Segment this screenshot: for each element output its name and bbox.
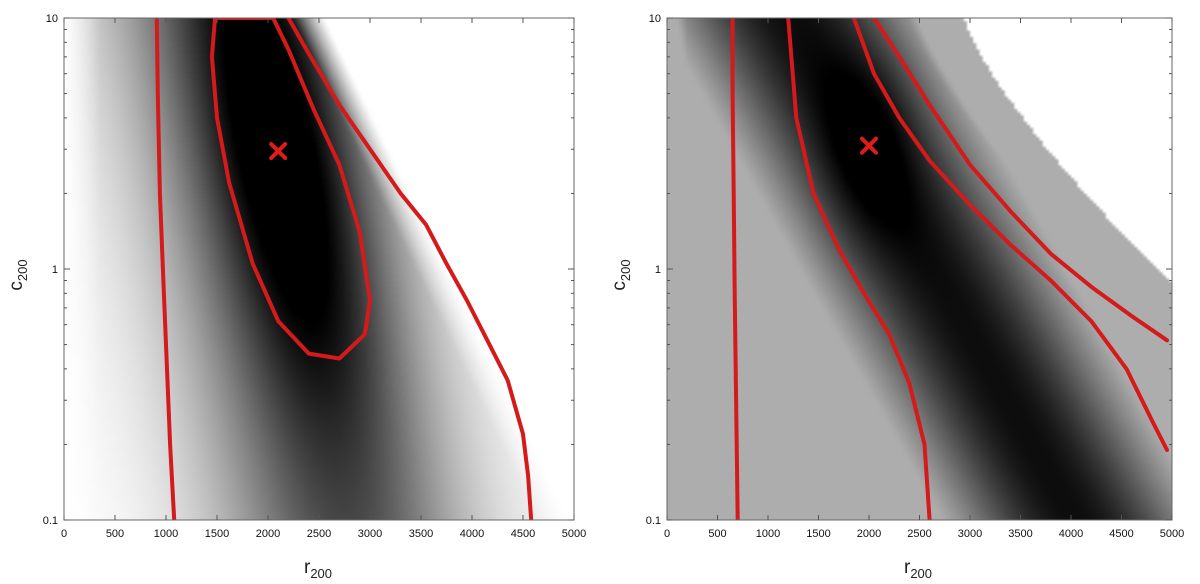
x-tick-label: 4500: [1109, 528, 1133, 540]
x-tick-label: 1500: [205, 528, 229, 540]
likelihood-map: [64, 18, 574, 520]
x-tick-label: 3000: [958, 528, 982, 540]
x-tick-label: 2500: [307, 528, 331, 540]
y-tick-label: 0.1: [43, 515, 58, 527]
y-tick-label: 1: [52, 264, 58, 276]
x-tick-label: 1000: [154, 528, 178, 540]
y-tick-label: 10: [649, 13, 661, 25]
y-axis-label: c200: [609, 259, 633, 290]
contour-4: [872, 18, 1169, 343]
x-tick-label: 1000: [756, 528, 780, 540]
x-tick-label: 5000: [1160, 528, 1184, 540]
panel-left: 0 500 1000 1500 2000 2500 3000 3500 4000 4500 5000…: [6, 13, 586, 581]
x-tick-label: 2000: [256, 528, 280, 540]
contour-1: [209, 18, 372, 361]
x-tick-label: 3500: [409, 528, 433, 540]
x-tick-label: 4500: [511, 528, 535, 540]
x-tick-label: 4000: [460, 528, 484, 540]
x-tick-label: 3000: [358, 528, 382, 540]
x-tick-label: 1500: [806, 528, 830, 540]
best-fit-marker: [269, 142, 288, 161]
panel-right: 0 500 1000 1500 2000 2500 3000 3500 4000 4500 5000…: [609, 13, 1184, 581]
x-tick-label: 2000: [857, 528, 881, 540]
x-axis-label: r200: [304, 557, 332, 581]
x-tick-label: 500: [708, 528, 726, 540]
y-tick-label: 1: [655, 264, 661, 276]
contour-1: [730, 18, 740, 520]
contour-2: [286, 18, 534, 520]
contour-2: [786, 18, 932, 520]
contour-3: [154, 18, 177, 520]
likelihood-map: [667, 18, 1172, 520]
x-tick-label: 3500: [1008, 528, 1032, 540]
x-tick-label: 500: [106, 528, 124, 540]
y-tick-label: 0.1: [646, 515, 661, 527]
y-tick-label: 10: [46, 13, 58, 25]
y-axis-label: c200: [6, 259, 30, 290]
x-axis-label: r200: [904, 557, 932, 581]
x-tick-label: 0: [61, 528, 67, 540]
x-tick-label: 4000: [1059, 528, 1083, 540]
best-fit-marker: [860, 136, 878, 155]
x-tick-label: 2500: [907, 528, 931, 540]
x-tick-label: 5000: [562, 528, 586, 540]
contour-3: [851, 18, 1169, 452]
x-tick-label: 0: [664, 528, 670, 540]
